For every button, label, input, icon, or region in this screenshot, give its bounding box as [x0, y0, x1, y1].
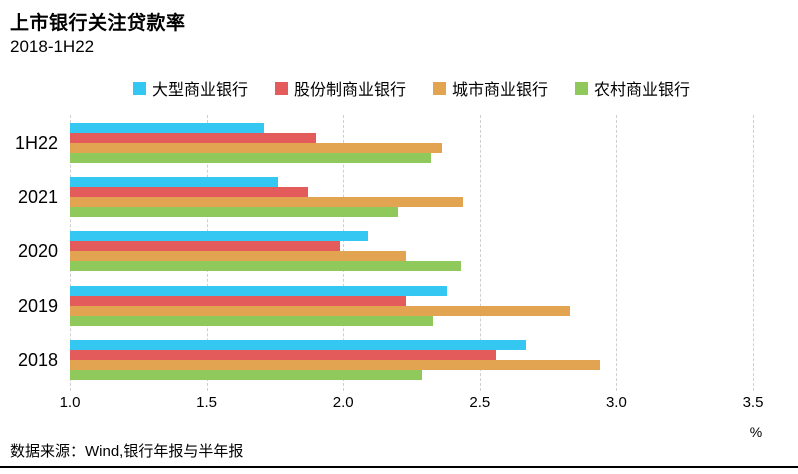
- bar-group-2019: [70, 278, 753, 332]
- legend-label: 股份制商业银行: [293, 82, 406, 99]
- y-tick-label-2019: 2019: [17, 295, 58, 316]
- gridline: [753, 115, 754, 391]
- x-tick-label-1.5: 1.5: [196, 394, 218, 411]
- bottom-divider: [0, 466, 798, 468]
- x-tick-label-2.5: 2.5: [469, 394, 491, 411]
- legend-swatch-icon: [274, 81, 288, 95]
- legend-item-2: 城市商业银行: [433, 76, 548, 100]
- legend-label: 城市商业银行: [452, 82, 549, 99]
- legend-swatch-icon: [433, 81, 446, 95]
- bar-2021-series-3: [70, 207, 398, 218]
- x-axis-labels: 1.0 1.5 2.0 2.5 3.0 3.5: [60, 394, 764, 414]
- bar-1H22-series-2: [70, 143, 442, 153]
- y-tick-label-1H22: 1H22: [14, 133, 58, 153]
- bar-2019-series-0: [70, 285, 448, 296]
- y-tick-label-2018: 2018: [17, 349, 58, 370]
- bar-group-2021: [70, 169, 753, 223]
- legend-item-3: 农村商业银行: [575, 76, 690, 100]
- x-axis-unit-label: %: [749, 424, 763, 440]
- chart-subtitle: 2018-1H22: [10, 37, 95, 56]
- bar-2019-series-3: [70, 315, 434, 326]
- gridline: [479, 115, 481, 391]
- bar-1H22-series-0: [70, 123, 264, 133]
- bar-2020-series-2: [70, 251, 407, 262]
- bar-2018-series-0: [70, 339, 527, 350]
- bar-2018-series-3: [70, 369, 423, 380]
- legend-swatch-icon: [575, 81, 589, 95]
- y-tick-label-2021: 2021: [17, 187, 58, 208]
- bar-2019-series-2: [70, 305, 570, 316]
- legend-label: 农村商业银行: [594, 82, 691, 99]
- legend: 大型商业银行 股份制商业银行 城市商业银行 农村商业银行: [70, 76, 753, 100]
- y-tick-label-2020: 2020: [17, 241, 58, 262]
- bar-group-2018: [70, 332, 753, 386]
- bar-2021-series-0: [70, 177, 278, 188]
- bar-2021-series-2: [70, 197, 464, 208]
- legend-item-1: 股份制商业银行: [274, 76, 406, 100]
- bar-1H22-series-1: [70, 133, 316, 143]
- bar-group-2020: [70, 223, 753, 277]
- bar-2019-series-1: [70, 295, 407, 306]
- chart-title: 上市银行关注贷款率: [10, 13, 186, 34]
- bar-2018-series-1: [70, 349, 497, 360]
- x-tick-label-1.0: 1.0: [59, 394, 81, 411]
- x-tick-label-2.0: 2.0: [332, 394, 354, 411]
- bar-2020-series-3: [70, 261, 461, 272]
- bar-2020-series-0: [70, 231, 368, 242]
- bar-2018-series-2: [70, 359, 600, 370]
- bar-1H22-series-3: [70, 153, 431, 163]
- bar-2021-series-1: [70, 187, 308, 198]
- legend-item-0: 大型商业银行: [132, 76, 248, 100]
- legend-swatch-icon: [132, 81, 146, 95]
- plot-area: [70, 115, 754, 391]
- legend-label: 大型商业银行: [151, 82, 248, 99]
- x-tick-label-3.0: 3.0: [605, 394, 627, 411]
- bar-group-1H22: [70, 115, 753, 169]
- gridline: [616, 115, 618, 391]
- bar-2020-series-1: [70, 241, 341, 252]
- source-note: 数据来源：Wind,银行年报与半年报: [10, 443, 244, 460]
- x-tick-label-3.5: 3.5: [742, 394, 764, 411]
- y-axis-labels: 1H22 2021 2020 2019 2018: [0, 115, 62, 386]
